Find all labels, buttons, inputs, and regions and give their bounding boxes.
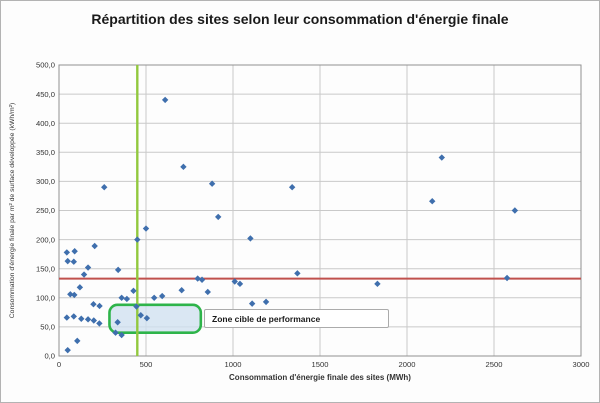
data-point [133, 303, 140, 310]
data-point [429, 197, 436, 205]
data-point [204, 288, 211, 296]
data-point [63, 314, 71, 321]
data-point [118, 294, 125, 301]
data-point [71, 248, 78, 255]
data-point [118, 331, 125, 339]
data-point [150, 294, 158, 301]
plot-border [58, 64, 582, 357]
data-point [215, 213, 222, 221]
data-point [134, 236, 141, 243]
y-tick-label: 50,0 [40, 323, 55, 332]
y-tick-label: 400,0 [36, 119, 55, 128]
y-tick-label: 100,0 [36, 294, 55, 303]
data-point [247, 235, 254, 242]
data-point [208, 180, 216, 187]
zone-target-callout: Zone cible de performance [204, 309, 389, 328]
data-point [112, 329, 119, 336]
y-tick-label: 150,0 [36, 264, 55, 273]
data-point [130, 287, 137, 295]
data-point [143, 314, 151, 322]
data-point [114, 319, 121, 326]
x-tick-label: 3000 [573, 360, 590, 369]
data-point [74, 337, 81, 345]
data-point [71, 291, 78, 299]
y-tick-label: 250,0 [36, 206, 55, 215]
y-tick-label: 0,0 [44, 352, 55, 361]
data-point [70, 313, 77, 320]
data-point [294, 270, 301, 277]
data-point [231, 278, 238, 285]
x-tick-label: 1000 [225, 360, 242, 369]
data-point [84, 316, 92, 323]
x-tick-label: 500 [140, 360, 153, 369]
data-point [101, 184, 108, 191]
data-point [158, 292, 166, 300]
data-point [80, 271, 88, 278]
y-tick-label: 350,0 [36, 148, 55, 157]
data-point [70, 258, 77, 265]
y-tick-label: 200,0 [36, 235, 55, 244]
data-point [96, 302, 103, 310]
x-tick-label: 2500 [486, 360, 503, 369]
x-tick-label: 2000 [399, 360, 416, 369]
data-point [137, 312, 144, 319]
data-point [438, 154, 445, 161]
data-point [123, 295, 131, 303]
data-point [76, 284, 84, 291]
data-point [114, 266, 122, 274]
data-point [84, 264, 92, 271]
x-tick-label: 0 [57, 360, 61, 369]
y-axis-title: Consommation d'énergie finale par m² de … [9, 102, 16, 319]
data-point [90, 301, 97, 308]
chart-title: Répartition des sites selon leur consomm… [91, 11, 509, 27]
y-tick-label: 300,0 [36, 177, 55, 186]
data-point [374, 280, 381, 288]
data-point [503, 274, 511, 282]
y-tick-label: 450,0 [36, 90, 55, 99]
data-point [142, 225, 150, 232]
data-point [63, 249, 71, 256]
data-point [91, 242, 98, 250]
data-point [262, 298, 270, 306]
target-zone-rect [108, 303, 203, 335]
data-point [161, 96, 169, 104]
x-axis-title: Consommation d'énergie finale des sites … [229, 373, 411, 382]
data-point [236, 280, 244, 288]
y-tick-label: 500,0 [36, 61, 55, 70]
data-point [511, 207, 519, 214]
data-point [67, 291, 74, 298]
data-point [64, 346, 71, 354]
data-point [178, 287, 185, 294]
zone-target-label: Zone cible de performance [212, 313, 321, 324]
data-point [78, 315, 85, 322]
x-tick-label: 1500 [312, 360, 329, 369]
data-point [64, 257, 71, 265]
data-point [198, 276, 206, 283]
data-point [248, 300, 256, 307]
data-point [288, 184, 296, 191]
data-point [96, 320, 103, 327]
data-point [180, 163, 187, 171]
data-point [90, 317, 97, 324]
